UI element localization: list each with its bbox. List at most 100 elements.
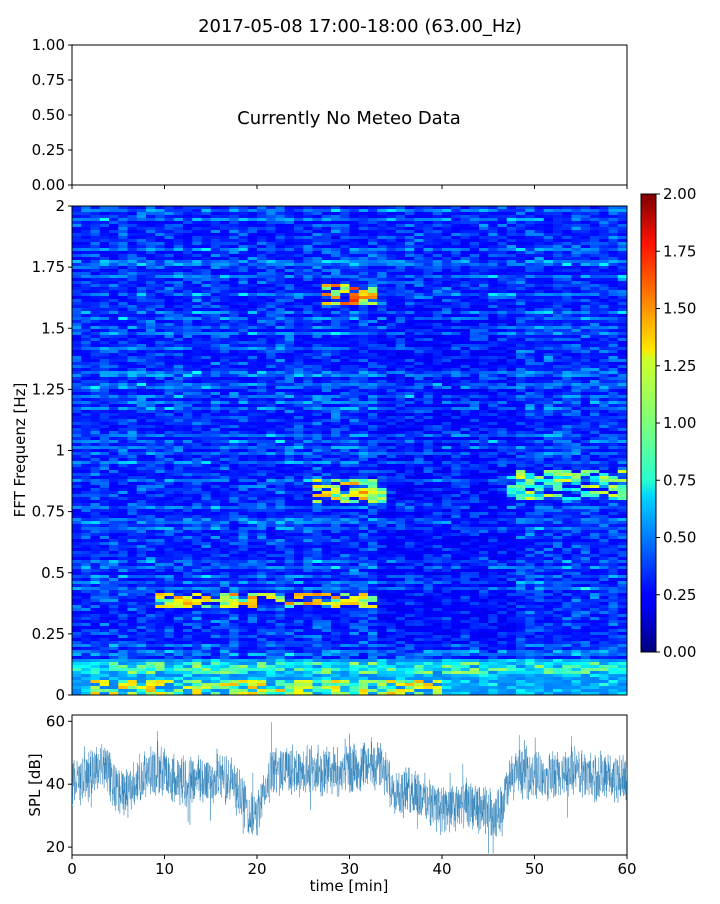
spectrogram-cell bbox=[507, 344, 517, 348]
spectrogram-cell bbox=[590, 341, 600, 345]
spectrogram-cell bbox=[590, 431, 600, 435]
spectrogram-cell bbox=[239, 272, 249, 276]
spectrogram-cell bbox=[303, 227, 313, 231]
spectrogram-cell bbox=[257, 209, 267, 213]
spectrogram-cell bbox=[155, 350, 165, 354]
spectrogram-cell bbox=[109, 422, 119, 426]
spectrogram-cell bbox=[470, 425, 480, 429]
spectrogram-cell bbox=[618, 443, 628, 447]
spectrogram-cell bbox=[257, 263, 267, 267]
spectrogram-cell bbox=[433, 446, 443, 450]
spectrogram-cell bbox=[479, 209, 489, 213]
spectrogram-cell bbox=[377, 227, 387, 231]
spectrogram-cell bbox=[155, 215, 165, 219]
spectrogram-cell bbox=[461, 395, 471, 399]
spectrogram-cell bbox=[396, 395, 406, 399]
spectrogram-cell bbox=[229, 305, 239, 309]
spectrogram-cell bbox=[387, 377, 397, 381]
spectrogram-cell bbox=[313, 377, 323, 381]
spectrogram-cell bbox=[535, 260, 545, 264]
spectrogram-cell bbox=[146, 302, 156, 306]
spectrogram-cell bbox=[562, 422, 572, 426]
spectrogram-cell bbox=[202, 368, 212, 372]
spectrogram-cell bbox=[414, 419, 424, 423]
spectrogram-cell bbox=[377, 305, 387, 309]
spectrogram-cell bbox=[239, 287, 249, 291]
spectrogram-cell bbox=[590, 233, 600, 237]
spectrogram-cell bbox=[405, 356, 415, 360]
spectrogram-cell bbox=[266, 293, 276, 297]
spectrogram-cell bbox=[581, 365, 591, 369]
spectrogram-cell bbox=[562, 389, 572, 393]
spectrogram-cell bbox=[81, 260, 91, 264]
spectrogram-cell bbox=[294, 416, 304, 420]
spectrogram-cell bbox=[424, 305, 434, 309]
spectrogram-cell bbox=[303, 359, 313, 363]
spectrogram-cell bbox=[405, 224, 415, 228]
spectrogram-cell bbox=[442, 296, 452, 300]
spectrogram-cell bbox=[405, 209, 415, 213]
spectrogram-cell bbox=[146, 395, 156, 399]
spectrogram-cell bbox=[581, 389, 591, 393]
spectrogram-cell bbox=[155, 422, 165, 426]
spectrogram-cell bbox=[100, 371, 110, 375]
spectrogram-cell bbox=[220, 299, 230, 303]
spectrogram-cell bbox=[590, 401, 600, 405]
spectrogram-cell bbox=[109, 266, 119, 270]
spectrogram-cell bbox=[544, 416, 554, 420]
spectrogram-cell bbox=[553, 275, 563, 279]
spectrogram-cell bbox=[396, 338, 406, 342]
spectrogram-cell bbox=[461, 311, 471, 315]
spectrogram-cell bbox=[100, 416, 110, 420]
spectrogram-cell bbox=[331, 221, 341, 225]
spectrogram-cell bbox=[553, 251, 563, 255]
spectrogram-cell bbox=[183, 215, 193, 219]
spectrogram-cell bbox=[294, 398, 304, 402]
spectrogram-cell bbox=[405, 260, 415, 264]
spectrogram-cell bbox=[81, 449, 91, 453]
spectrogram-cell bbox=[220, 311, 230, 315]
spectrogram-cell bbox=[285, 434, 295, 438]
spectrogram-cell bbox=[470, 242, 480, 246]
spectrogram-cell bbox=[553, 428, 563, 432]
spectrogram-cell bbox=[507, 371, 517, 375]
spectrogram-cell bbox=[516, 440, 526, 444]
spectrogram-cell bbox=[155, 317, 165, 321]
spectrogram-cell bbox=[229, 395, 239, 399]
spectrogram-cell bbox=[331, 392, 341, 396]
spectrogram-cell bbox=[350, 329, 360, 333]
spectrogram-cell bbox=[276, 224, 286, 228]
spectrogram-cell bbox=[109, 452, 119, 456]
spectrogram-cell bbox=[313, 323, 323, 327]
spectrogram-cell bbox=[516, 221, 526, 225]
spectrogram-cell bbox=[100, 386, 110, 390]
spectrogram-cell bbox=[91, 206, 101, 210]
spectrogram-cell bbox=[313, 275, 323, 279]
spectrogram-cell bbox=[396, 350, 406, 354]
spectrogram-cell bbox=[183, 362, 193, 366]
spectrogram-cell bbox=[128, 440, 138, 444]
spectrogram-cell bbox=[590, 317, 600, 321]
spectrogram-cell bbox=[303, 275, 313, 279]
spectrogram-cell bbox=[165, 218, 175, 222]
spectrogram-cell bbox=[535, 326, 545, 330]
spectrogram-cell bbox=[313, 440, 323, 444]
spectrogram-cell bbox=[618, 227, 628, 231]
spectrogram-cell bbox=[433, 344, 443, 348]
spectrogram-cell bbox=[118, 323, 128, 327]
spectrogram-cell bbox=[192, 293, 202, 297]
spectrogram-cell bbox=[424, 398, 434, 402]
spectrogram-cell bbox=[165, 221, 175, 225]
spectrogram-cell bbox=[266, 338, 276, 342]
spectrogram-cell bbox=[165, 452, 175, 456]
spectrogram-cell bbox=[377, 344, 387, 348]
spectrogram-cell bbox=[405, 272, 415, 276]
spectrogram-cell bbox=[266, 233, 276, 237]
spectrogram-cell bbox=[405, 311, 415, 315]
spectrogram-cell bbox=[535, 347, 545, 351]
spectrogram-cell bbox=[128, 413, 138, 417]
spectrogram-cell bbox=[322, 338, 332, 342]
spectrogram-cell bbox=[535, 380, 545, 384]
spectrogram-cell bbox=[322, 317, 332, 321]
spectrogram-cell bbox=[405, 431, 415, 435]
